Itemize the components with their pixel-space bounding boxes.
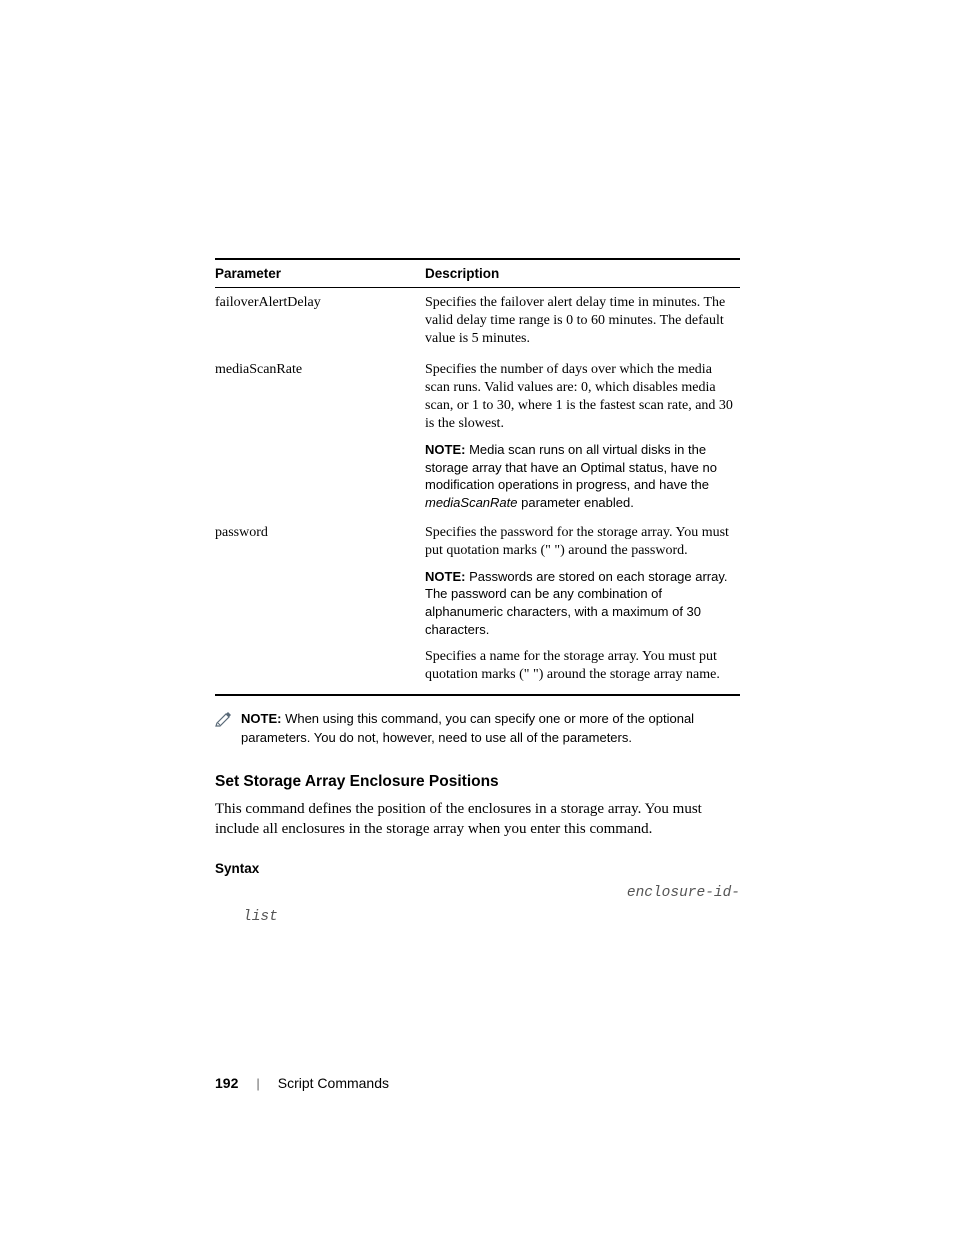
page-number: 192	[215, 1075, 238, 1091]
param-desc-extra: Specifies a name for the storage array. …	[425, 648, 736, 684]
syntax-line: list	[215, 906, 740, 929]
callout-text: NOTE: When using this command, you can s…	[241, 710, 740, 746]
section-heading: Set Storage Array Enclosure Positions	[215, 773, 740, 791]
param-name: mediaScanRate	[215, 355, 425, 518]
note-italic: mediaScanRate	[425, 495, 518, 510]
footer-divider: |	[256, 1076, 259, 1091]
syntax-block: enclosure-id- list	[215, 882, 740, 928]
param-desc: Specifies the failover alert delay time …	[425, 294, 736, 349]
section-body: This command defines the position of the…	[215, 799, 740, 840]
table-row: mediaScanRate Specifies the number of da…	[215, 355, 740, 518]
syntax-line: enclosure-id-	[215, 882, 740, 905]
param-desc: Specifies the number of days over which …	[425, 361, 736, 434]
param-name: failoverAlertDelay	[215, 288, 425, 355]
syntax-heading: Syntax	[215, 861, 740, 876]
pencil-icon	[215, 711, 233, 727]
table-row: password Specifies the password for the …	[215, 518, 740, 696]
table-header-row: Parameter Description	[215, 259, 740, 288]
note-text: Passwords are stored on each storage arr…	[425, 569, 728, 637]
note-text: parameter enabled.	[518, 495, 634, 510]
header-description: Description	[425, 259, 740, 288]
inline-note: NOTE: Passwords are stored on each stora…	[425, 568, 736, 638]
page-footer: 192 | Script Commands	[215, 1075, 389, 1091]
callout-note: NOTE: When using this command, you can s…	[215, 710, 740, 746]
page-content: Parameter Description failoverAlertDelay…	[215, 258, 740, 929]
param-name: password	[215, 518, 425, 696]
footer-title: Script Commands	[278, 1075, 389, 1091]
inline-note: NOTE: Media scan runs on all virtual dis…	[425, 441, 736, 511]
note-label: NOTE:	[425, 569, 465, 584]
header-parameter: Parameter	[215, 259, 425, 288]
note-label: NOTE:	[425, 442, 465, 457]
table-row: failoverAlertDelay Specifies the failove…	[215, 288, 740, 355]
note-label: NOTE:	[241, 711, 281, 726]
parameter-table: Parameter Description failoverAlertDelay…	[215, 258, 740, 696]
param-desc: Specifies the password for the storage a…	[425, 524, 736, 560]
note-text: Media scan runs on all virtual disks in …	[425, 442, 717, 492]
callout-body: When using this command, you can specify…	[241, 711, 694, 744]
